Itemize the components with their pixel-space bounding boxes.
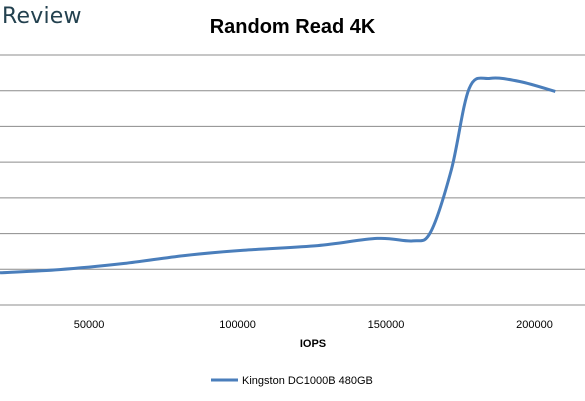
legend-label: Kingston DC1000B 480GB: [242, 375, 373, 387]
chart-title: Random Read 4K: [209, 16, 376, 38]
x-tick-label: 100000: [219, 319, 256, 331]
x-tick-label: 200000: [516, 319, 553, 331]
review-watermark-logo: Review: [2, 4, 82, 29]
gridlines: [0, 54, 585, 306]
x-axis-label: IOPS: [300, 338, 326, 350]
series-lines: [0, 76, 556, 275]
x-axis-ticks: 50000 100000 150000 200000: [74, 319, 553, 331]
x-tick-label: 50000: [74, 319, 105, 331]
legend: Kingston DC1000B 480GB: [211, 375, 373, 387]
x-tick-label: 150000: [368, 319, 405, 331]
series-line: [0, 76, 556, 275]
